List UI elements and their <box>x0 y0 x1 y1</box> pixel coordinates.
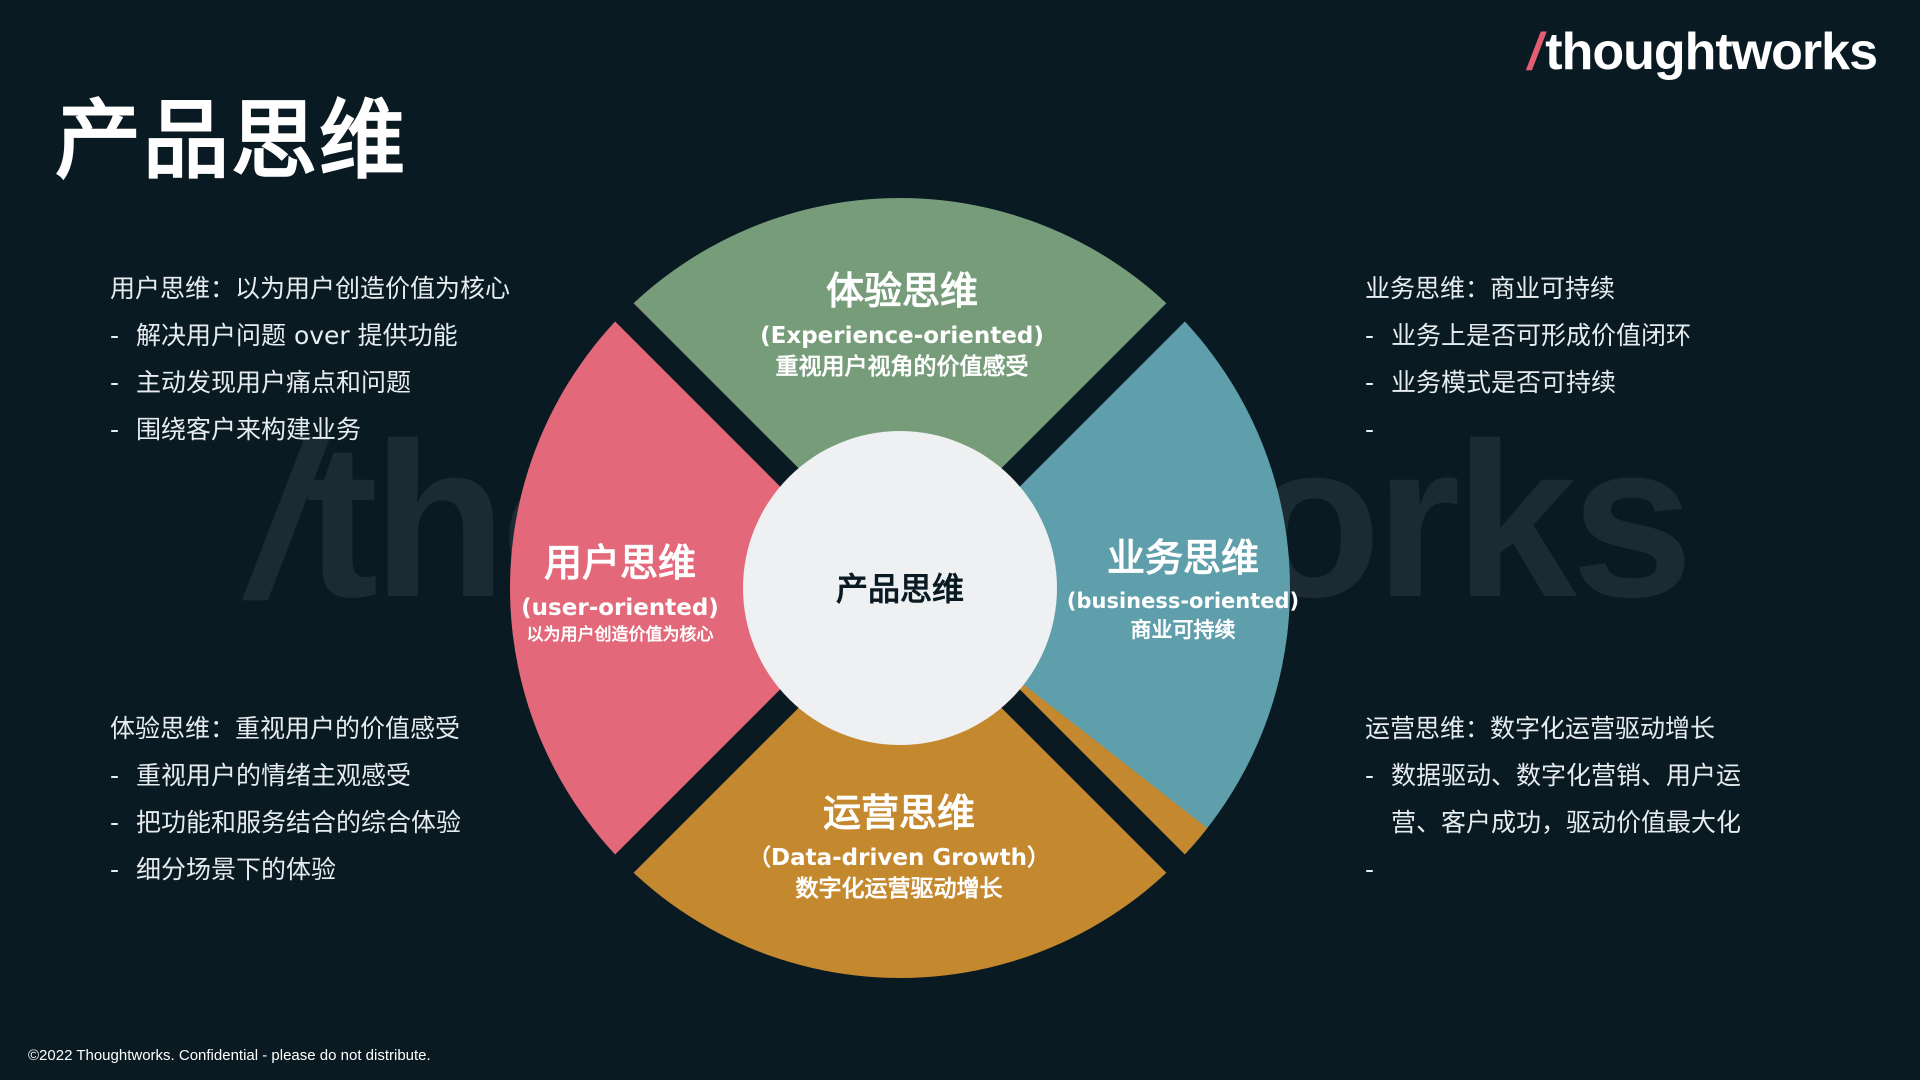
wheel-center-disc <box>743 431 1057 745</box>
list-item-line: 营、客户成功，驱动价值最大化 <box>1391 808 1742 837</box>
segment-title-user: 用户思维 <box>544 541 696 585</box>
panel-experience-thinking: 体验思维：重视用户的价值感受 重视用户的情绪主观感受 把功能和服务结合的综合体验… <box>110 705 461 893</box>
segment-title-business: 业务思维 <box>1107 536 1259 580</box>
logo-wordmark: thoughtworks <box>1545 23 1878 81</box>
segment-title-experience: 体验思维 <box>826 269 978 313</box>
segment-zh-user: 以为用户创造价值为核心 <box>527 624 714 645</box>
segment-zh-operations: 数字化运营驱动增长 <box>796 875 1004 902</box>
slide-title: 产品思维 <box>55 90 407 191</box>
panel-heading: 用户思维：以为用户创造价值为核心 <box>110 274 511 303</box>
wheel-segment-user <box>510 302 795 874</box>
panel-heading: 运营思维：数字化运营驱动增长 <box>1365 714 1716 743</box>
thoughtworks-logo: / thoughtworks <box>1527 22 1878 82</box>
segment-en-experience: (Experience-oriented) <box>760 323 1044 349</box>
list-item: 把功能和服务结合的综合体验 <box>110 799 461 846</box>
panel-list: 解决用户问题 over 提供功能 主动发现用户痛点和问题 围绕客户来构建业务 <box>110 312 510 453</box>
list-item-line: 数据驱动、数字化营销、用户运 <box>1391 761 1742 790</box>
panel-heading: 业务思维：商业可持续 <box>1365 274 1616 303</box>
panel-heading: 体验思维：重视用户的价值感受 <box>110 714 461 743</box>
wheel-gap <box>994 682 1200 888</box>
list-item: 细分场景下的体验 <box>110 846 461 893</box>
panel-list: 重视用户的情绪主观感受 把功能和服务结合的综合体验 细分场景下的体验 <box>110 752 461 893</box>
panel-business-thinking: 业务思维：商业可持续 业务上是否可形成价值闭环 业务模式是否可持续 <box>1365 265 1691 453</box>
list-item: 围绕客户来构建业务 <box>110 406 510 453</box>
wheel-gap <box>994 288 1200 494</box>
segment-en-user: (user-oriented) <box>521 595 719 621</box>
list-item: 业务上是否可形成价值闭环 <box>1365 312 1691 359</box>
panel-list: 业务上是否可形成价值闭环 业务模式是否可持续 <box>1365 312 1691 453</box>
list-item: 主动发现用户痛点和问题 <box>110 359 510 406</box>
list-item: 重视用户的情绪主观感受 <box>110 752 461 799</box>
segment-en-operations: （Data-driven Growth） <box>748 844 1050 871</box>
footer-copyright: ©2022 Thoughtworks. Confidential - pleas… <box>28 1047 431 1064</box>
wheel-center-label: 产品思维 <box>836 570 964 608</box>
logo-slash: / <box>1527 23 1542 81</box>
list-item: 业务模式是否可持续 <box>1365 359 1691 406</box>
segment-en-business: (business-oriented) <box>1067 589 1299 613</box>
segment-zh-business: 商业可持续 <box>1131 618 1236 642</box>
segment-title-operations: 运营思维 <box>823 791 975 835</box>
wheel-gap <box>600 682 806 888</box>
panel-user-thinking: 用户思维：以为用户创造价值为核心 解决用户问题 over 提供功能 主动发现用户… <box>110 265 510 453</box>
wheel-gap <box>600 288 806 494</box>
list-item: 解决用户问题 over 提供功能 <box>110 312 510 359</box>
segment-zh-experience: 重视用户视角的价值感受 <box>776 353 1029 380</box>
panel-operations-thinking: 运营思维：数字化运营驱动增长 数据驱动、数字化营销、用户运营、客户成功，驱动价值… <box>1365 705 1785 893</box>
